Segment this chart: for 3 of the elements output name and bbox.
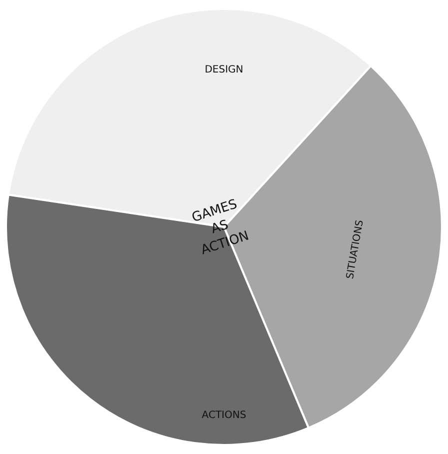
slice-label: ACTIONS: [202, 410, 246, 422]
slice-label: DESIGN: [204, 64, 244, 76]
slice-label: SITUATIONS: [344, 219, 366, 280]
